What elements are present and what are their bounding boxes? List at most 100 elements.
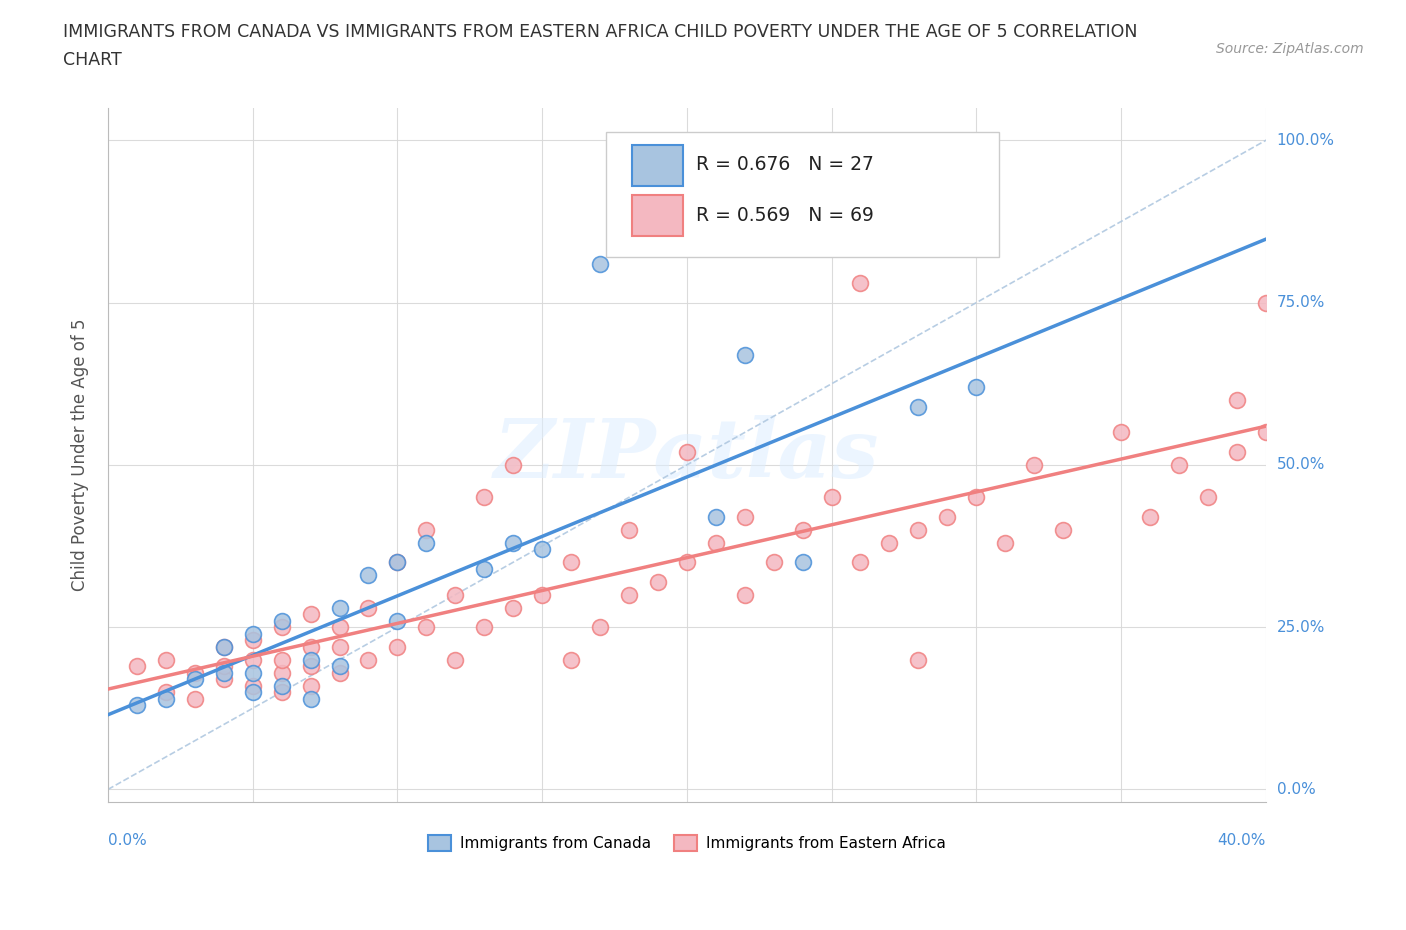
Point <box>415 536 437 551</box>
Point <box>560 555 582 570</box>
Point <box>675 555 697 570</box>
Point <box>1024 458 1046 472</box>
Text: 100.0%: 100.0% <box>1277 133 1334 148</box>
Point <box>299 678 322 693</box>
Point <box>472 562 495 577</box>
Point <box>1226 392 1249 407</box>
Point <box>1312 379 1334 394</box>
Point <box>444 652 467 667</box>
Point <box>444 587 467 602</box>
Point <box>589 619 612 634</box>
Point <box>155 691 177 706</box>
Point <box>965 379 987 394</box>
Point <box>299 652 322 667</box>
Point <box>936 510 959 525</box>
Point <box>270 684 292 699</box>
Point <box>589 257 612 272</box>
Point <box>1284 405 1306 420</box>
Point <box>415 619 437 634</box>
Point <box>415 523 437 538</box>
Point <box>472 490 495 505</box>
Point <box>357 568 380 583</box>
Point <box>907 652 929 667</box>
Text: 50.0%: 50.0% <box>1277 458 1324 472</box>
Point <box>328 665 350 680</box>
Point <box>212 639 235 654</box>
Point <box>387 555 409 570</box>
Point <box>792 523 814 538</box>
Point <box>820 490 842 505</box>
Point <box>125 658 148 673</box>
Point <box>502 536 524 551</box>
Point <box>242 684 264 699</box>
Point <box>387 555 409 570</box>
FancyBboxPatch shape <box>633 195 683 236</box>
Point <box>472 619 495 634</box>
Point <box>1052 523 1074 538</box>
Point <box>212 665 235 680</box>
Point <box>212 658 235 673</box>
Point <box>242 665 264 680</box>
Point <box>560 652 582 667</box>
Point <box>704 536 727 551</box>
Point <box>125 698 148 712</box>
Point <box>242 626 264 641</box>
Point <box>617 587 640 602</box>
Point <box>792 555 814 570</box>
Text: 75.0%: 75.0% <box>1277 295 1324 311</box>
Text: R = 0.676   N = 27: R = 0.676 N = 27 <box>696 155 875 175</box>
Point <box>387 613 409 628</box>
Point <box>299 606 322 621</box>
Point <box>357 600 380 615</box>
Text: 25.0%: 25.0% <box>1277 619 1324 634</box>
Point <box>328 639 350 654</box>
Text: Source: ZipAtlas.com: Source: ZipAtlas.com <box>1216 42 1364 56</box>
Text: 40.0%: 40.0% <box>1218 833 1265 848</box>
Y-axis label: Child Poverty Under the Age of 5: Child Poverty Under the Age of 5 <box>72 319 89 591</box>
Point <box>1167 458 1189 472</box>
Point <box>357 652 380 667</box>
Point <box>212 639 235 654</box>
FancyBboxPatch shape <box>606 132 1000 258</box>
Point <box>502 458 524 472</box>
Point <box>270 678 292 693</box>
Point <box>1254 295 1277 310</box>
Point <box>155 684 177 699</box>
Text: ZIPatlas: ZIPatlas <box>494 415 880 495</box>
Point <box>242 652 264 667</box>
Legend: Immigrants from Canada, Immigrants from Eastern Africa: Immigrants from Canada, Immigrants from … <box>422 829 952 857</box>
Point <box>299 691 322 706</box>
Point <box>1109 425 1132 440</box>
Point <box>617 523 640 538</box>
Point <box>270 613 292 628</box>
Point <box>849 276 872 291</box>
Point <box>328 658 350 673</box>
Point <box>734 510 756 525</box>
Point <box>184 665 207 680</box>
Point <box>531 587 554 602</box>
Point <box>184 691 207 706</box>
Point <box>1139 510 1161 525</box>
Text: 0.0%: 0.0% <box>1277 782 1316 797</box>
Point <box>328 619 350 634</box>
Point <box>299 658 322 673</box>
Point <box>155 652 177 667</box>
Point <box>879 536 901 551</box>
Point <box>675 445 697 459</box>
Text: 0.0%: 0.0% <box>108 833 146 848</box>
Point <box>762 555 785 570</box>
FancyBboxPatch shape <box>633 145 683 186</box>
Point <box>965 490 987 505</box>
Point <box>242 678 264 693</box>
Point <box>270 619 292 634</box>
Point <box>299 639 322 654</box>
Point <box>1226 445 1249 459</box>
Text: IMMIGRANTS FROM CANADA VS IMMIGRANTS FROM EASTERN AFRICA CHILD POVERTY UNDER THE: IMMIGRANTS FROM CANADA VS IMMIGRANTS FRO… <box>63 23 1137 41</box>
Point <box>328 600 350 615</box>
Text: CHART: CHART <box>63 51 122 69</box>
Point <box>907 523 929 538</box>
Point <box>734 347 756 362</box>
Point <box>1197 490 1219 505</box>
Point <box>849 555 872 570</box>
Point <box>212 671 235 686</box>
